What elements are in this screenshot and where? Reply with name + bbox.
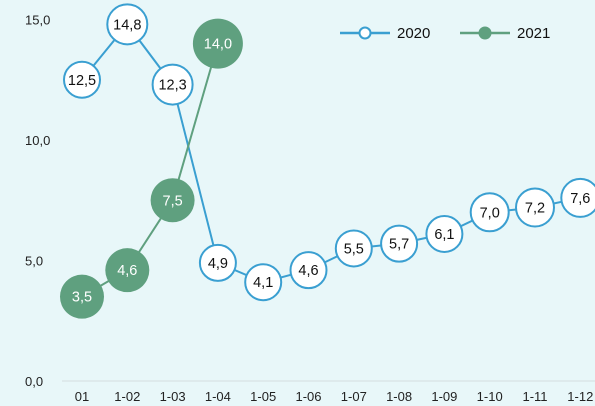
- data-point-2020: [560, 177, 595, 218]
- x-tick-label: 1-03: [160, 389, 186, 404]
- legend-marker-2021: [478, 26, 492, 40]
- data-point-2020: [469, 192, 510, 233]
- x-tick-label: 1-09: [431, 389, 457, 404]
- data-label-2020: 4,6: [298, 263, 318, 279]
- data-label-2020: 7,0: [480, 205, 500, 221]
- data-label-2020: 14,8: [113, 17, 141, 33]
- data-point-2020: [151, 63, 194, 106]
- data-label-2021: 3,5: [72, 290, 92, 306]
- data-point-2021: [192, 18, 243, 69]
- data-label-2021: 14,0: [204, 37, 232, 53]
- x-tick-label: 1-12: [567, 389, 593, 404]
- y-tick-label: 0,0: [25, 374, 43, 389]
- legend-item-2020: 2020: [340, 25, 430, 42]
- data-point-2020: [334, 229, 373, 268]
- data-label-2021: 7,5: [163, 193, 183, 209]
- legend-item-2021: 2021: [460, 25, 550, 42]
- legend: 2020 2021: [340, 25, 550, 42]
- data-label-2020: 5,5: [344, 241, 364, 257]
- y-tick-label: 10,0: [25, 133, 50, 148]
- data-point-2021: [150, 178, 195, 223]
- data-label-2020: 5,7: [389, 237, 409, 253]
- data-label-2020: 6,1: [434, 227, 454, 243]
- data-point-2020: [244, 263, 283, 302]
- x-axis-ticks: 01 1-02 1-03 1-04 1-05 1-06 1-07 1-08 1-09 1-10 1-…: [75, 389, 594, 404]
- series-line-2020: [81, 22, 581, 284]
- data-point-2021: [105, 248, 150, 293]
- legend-label-2021: 2021: [517, 25, 550, 42]
- data-point-2020: [425, 214, 464, 253]
- data-point-2020: [515, 187, 555, 228]
- y-tick-label: 5,0: [25, 254, 43, 269]
- legend-marker-2020: [358, 26, 372, 40]
- x-tick-label: 1-11: [522, 389, 547, 404]
- data-point-2020: [63, 60, 101, 99]
- x-tick-label: 1-06: [295, 389, 321, 404]
- data-point-2020: [106, 3, 149, 46]
- data-point-2020: [198, 243, 237, 282]
- x-tick-label: 1-05: [250, 389, 276, 404]
- data-label-2020: 12,3: [158, 78, 186, 94]
- x-tick-label: 1-07: [341, 389, 367, 404]
- series-line-2021: [81, 43, 219, 298]
- series-points: 12,5 14,8 12,3 4,9 4,1 4,6 5,5 5,7 6,1 7,0 7,2 7,6 3…: [60, 3, 595, 319]
- y-axis-ticks: 0,0 5,0 10,0 15,0: [25, 13, 50, 390]
- data-point-2021: [60, 274, 104, 319]
- x-tick-label: 1-04: [205, 389, 231, 404]
- data-label-2020: 12,5: [68, 73, 96, 89]
- data-label-2020: 7,6: [570, 191, 590, 207]
- data-label-2020: 4,9: [208, 256, 228, 272]
- x-tick-label: 1-10: [477, 389, 503, 404]
- data-point-2020: [380, 224, 419, 263]
- data-label-2020: 7,2: [525, 200, 545, 216]
- legend-label-2020: 2020: [397, 25, 430, 42]
- x-tick-label: 1-08: [386, 389, 412, 404]
- data-point-2020: [289, 251, 328, 290]
- y-tick-label: 15,0: [25, 13, 50, 28]
- x-tick-label: 1-02: [114, 389, 140, 404]
- data-label-2020: 4,1: [253, 275, 273, 291]
- series-lines: [81, 22, 581, 298]
- x-tick-label: 01: [75, 389, 89, 404]
- data-label-2021: 4,6: [117, 263, 137, 279]
